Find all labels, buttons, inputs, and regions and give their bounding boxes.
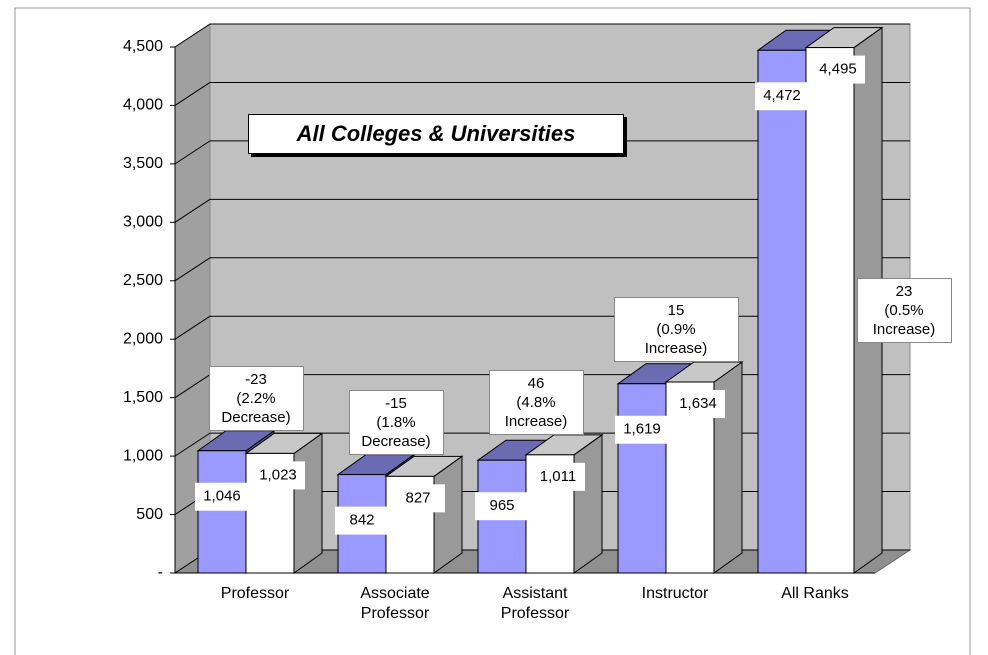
y-tick-label: 4,000 [123,97,163,114]
annotation-line: Increase) [504,412,568,430]
annotation: 23 (0.5% Increase) [856,278,952,344]
bar [617,383,667,574]
data-label-box [531,462,585,491]
data-label: 1,046 [203,488,241,505]
annotation-line: Decrease) [361,432,431,450]
grid-line [174,315,211,340]
annotation-line: -15 [385,394,407,412]
annotation-line: (2.2% [236,389,276,407]
annotation-line: 46 [527,374,545,392]
bar [805,47,855,574]
annotation: 46 (4.8% Increase) [488,369,584,435]
x-tick-label: Instructor [641,585,709,602]
data-label: 965 [489,497,514,514]
data-label-box [195,482,249,511]
annotation: 15 (0.9% Increase) [613,297,739,362]
data-label: 1,634 [679,395,717,412]
y-tick-label: 500 [136,506,163,523]
data-label: 4,472 [763,87,801,104]
annotation-line: Increase) [872,321,936,339]
data-label-box [475,492,529,521]
x-tick-label: Assistant Professor [500,585,570,622]
annotation-line: Increase) [644,340,708,357]
data-label-box [671,390,725,419]
bar [197,450,247,574]
grid-line [174,374,211,399]
grid-line [174,140,211,165]
y-tick-label: 3,000 [123,214,163,231]
data-label: 842 [349,512,374,529]
data-label-box [755,82,809,111]
data-label-box [811,55,865,84]
grid-line [174,23,211,48]
data-label: 1,011 [540,468,576,485]
y-tick-label: 1,000 [123,447,163,464]
y-tick-label: 3,500 [123,155,163,172]
annotation-line: -23 [245,370,267,388]
bar [757,49,807,574]
data-label: 1,619 [623,421,661,438]
annotation-line: (0.9% [656,321,696,338]
data-label-box [251,461,305,490]
annotation-line: Decrease) [221,408,291,426]
grid-line [174,432,211,457]
annotation-line: 23 [895,283,913,301]
grid-line [174,198,211,223]
y-tick-label: 4,500 [123,38,163,55]
annotation: -23 (2.2% Decrease) [208,365,304,431]
data-label: 1,023 [259,466,297,483]
grid-line [174,257,211,282]
y-tick-label: - [158,564,163,581]
data-label-box [615,415,669,444]
data-label: 4,495 [819,61,857,78]
annotation-line: (0.5% [884,302,924,320]
frame [14,7,971,655]
data-label-box [335,506,389,535]
annotation: -15 (1.8% Decrease) [348,389,444,455]
data-label-box [391,484,445,513]
annotation-line: 15 [667,302,685,319]
bar-side [573,433,603,574]
y-tick-label: 2,500 [123,272,163,289]
x-tick-label: Professor [220,585,290,602]
x-tick-label: All Ranks [781,585,849,602]
data-label: 827 [405,489,430,506]
annotation-line: (4.8% [516,393,556,411]
bar-side [293,432,323,574]
y-tick-label: 1,500 [123,389,163,406]
annotation-line: (1.8% [376,413,416,431]
x-tick-label: Associate Professor [360,585,430,622]
chart-title: All Colleges & Universities [248,114,624,154]
grid-line [174,82,211,106]
y-tick-label: 2,000 [123,330,163,347]
